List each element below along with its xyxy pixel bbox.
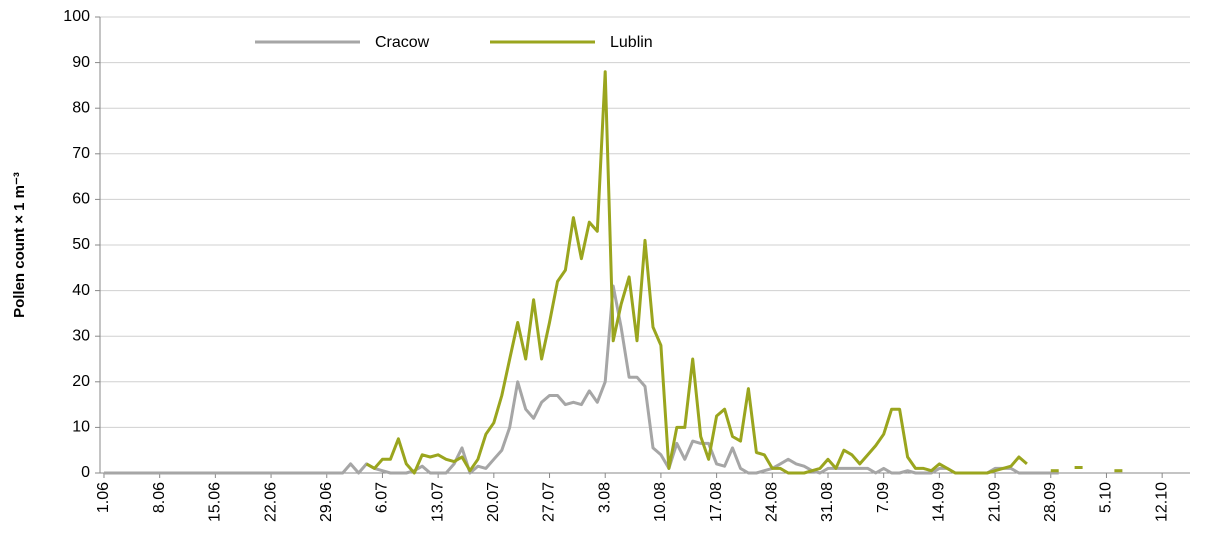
x-tick-label: 7.09: [875, 482, 892, 513]
x-tick-label: 12.10: [1153, 482, 1170, 522]
y-tick-label: 20: [72, 373, 90, 390]
x-tick-label: 14.09: [931, 482, 948, 522]
x-tick-label: 17.08: [708, 482, 725, 522]
x-tick-label: 5.10: [1098, 482, 1115, 513]
series-line: [104, 284, 1059, 475]
y-tick-label: 40: [72, 282, 90, 299]
x-tick-label: 13.07: [429, 482, 446, 522]
x-tick-label: 29.06: [318, 482, 335, 522]
x-tick-label: 15.06: [207, 482, 224, 522]
legend-label: Cracow: [375, 34, 430, 51]
y-tick-label: 100: [63, 8, 90, 25]
x-tick-label: 22.06: [262, 482, 279, 522]
y-tick-label: 70: [72, 145, 90, 162]
y-tick-label: 30: [72, 327, 90, 344]
x-tick-label: 28.09: [1042, 482, 1059, 522]
x-tick-label: 20.07: [485, 482, 502, 522]
legend-label: Lublin: [610, 34, 653, 51]
x-tick-label: 10.08: [652, 482, 669, 522]
y-tick-label: 90: [72, 54, 90, 71]
x-tick-label: 1.06: [95, 482, 112, 513]
x-tick-label: 8.06: [151, 482, 168, 513]
x-tick-label: 6.07: [374, 482, 391, 513]
x-tick-label: 24.08: [764, 482, 781, 522]
series-line: [365, 70, 1028, 475]
x-tick-label: 27.07: [541, 482, 558, 522]
y-tick-label: 60: [72, 191, 90, 208]
x-tick-label: 21.09: [986, 482, 1003, 522]
x-tick-label: 3.08: [596, 482, 613, 513]
y-axis-label: Pollen count × 1 m⁻³: [11, 172, 28, 318]
x-tick-label: 31.08: [819, 482, 836, 522]
y-tick-label: 0: [81, 464, 90, 481]
y-tick-label: 10: [72, 419, 90, 436]
y-tick-label: 50: [72, 236, 90, 253]
y-tick-label: 80: [72, 99, 90, 116]
